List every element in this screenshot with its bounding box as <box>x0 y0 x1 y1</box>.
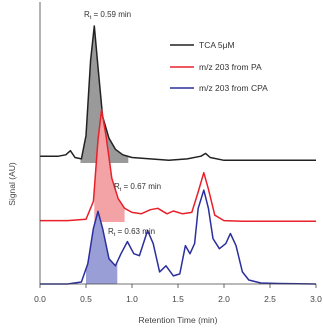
series-1-retention-label: Rt = 0.59 min <box>84 10 131 21</box>
x-tick-label-0: 0.0 <box>34 294 46 304</box>
x-tick-label-6: 3.0 <box>310 294 322 304</box>
legend: TCA 5μM m/z 203 from PA m/z 203 from CPA <box>170 40 268 93</box>
series-1-line <box>40 26 316 160</box>
legend-label-1: TCA 5μM <box>199 40 235 50</box>
x-axis-ticks: 0.0 0.5 1.0 1.5 2.0 2.5 3.0 <box>34 284 322 304</box>
series-lines <box>40 26 316 284</box>
x-axis-label: Retention Time (min) <box>139 315 218 325</box>
x-tick-label-3: 1.5 <box>172 294 184 304</box>
series-3-retention-label: Rt = 0.63 min <box>108 227 155 238</box>
x-tick-label-1: 0.5 <box>80 294 92 304</box>
x-tick-label-2: 1.0 <box>126 294 138 304</box>
series-2-line <box>40 110 316 222</box>
series-3-line <box>40 190 316 284</box>
legend-label-3: m/z 203 from CPA <box>199 83 268 93</box>
x-tick-label-5: 2.5 <box>264 294 276 304</box>
y-axis-label: Signal (AU) <box>7 162 17 206</box>
shaded-peak-areas <box>81 26 129 284</box>
x-tick-label-4: 2.0 <box>218 294 230 304</box>
legend-label-2: m/z 203 from PA <box>199 62 262 72</box>
series-2-retention-label: Rt = 0.67 min <box>114 182 161 193</box>
